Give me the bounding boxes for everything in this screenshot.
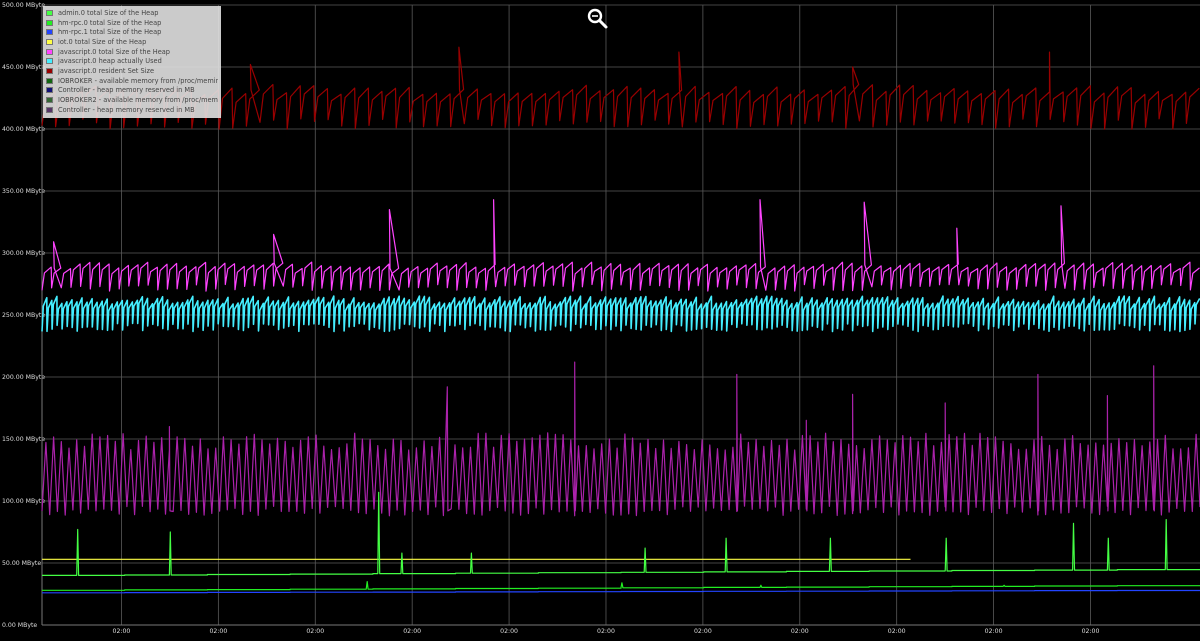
legend-label: IOBROKER - available memory from /proc/m… — [58, 76, 218, 85]
legend-item[interactable]: Controller - heap memory reserved in MB — [46, 86, 218, 96]
x-tick-label: 02:00 — [1082, 628, 1100, 635]
legend-label: javascript.0 total Size of the Heap — [58, 47, 170, 56]
x-tick-label: 02:00 — [306, 628, 324, 635]
legend-swatch — [46, 97, 53, 104]
legend-item[interactable]: hm-rpc.1 total Size of the Heap — [46, 27, 218, 37]
legend-label: Controller - heap memory reserved in MB — [58, 105, 195, 114]
legend-item[interactable]: Controller - heap memory reserved in MB — [46, 105, 218, 115]
legend-item[interactable]: IOBROKER2 - available memory from /proc/… — [46, 95, 218, 105]
legend-item[interactable]: hm-rpc.0 total Size of the Heap — [46, 18, 218, 28]
legend-item[interactable]: IOBROKER - available memory from /proc/m… — [46, 76, 218, 86]
legend-item[interactable]: javascript.0 total Size of the Heap — [46, 47, 218, 57]
y-tick-label: 250.00 MByte — [2, 312, 45, 319]
zoom-reset-icon[interactable] — [586, 7, 610, 31]
series-line — [42, 589, 1200, 594]
legend-swatch — [46, 38, 53, 45]
x-tick-label: 02:00 — [791, 628, 809, 635]
x-tick-label: 02:00 — [985, 628, 1003, 635]
legend-label: admin.0 total Size of the Heap — [58, 8, 159, 17]
legend-swatch — [46, 106, 53, 113]
y-tick-label: 450.00 MByte — [2, 64, 45, 71]
legend-swatch — [46, 67, 53, 74]
y-tick-label: 500.00 MByte — [2, 2, 45, 9]
legend-swatch — [46, 77, 53, 84]
y-tick-label: 0.00 MByte — [2, 622, 37, 629]
y-tick-label: 200.00 MByte — [2, 374, 45, 381]
x-tick-label: 02:00 — [694, 628, 712, 635]
legend-label: IOBROKER2 - available memory from /proc/… — [58, 96, 218, 105]
x-tick-label: 02:00 — [403, 628, 421, 635]
series-line — [42, 491, 1200, 576]
y-tick-label: 350.00 MByte — [2, 188, 45, 195]
legend-swatch — [46, 29, 53, 36]
legend-item[interactable]: iot.0 total Size of the Heap — [46, 37, 218, 47]
y-tick-label: 100.00 MByte — [2, 498, 45, 505]
legend-swatch — [46, 19, 53, 26]
legend-item[interactable]: javascript.0 heap actually Used — [46, 56, 218, 66]
y-tick-label: 300.00 MByte — [2, 250, 45, 257]
x-tick-label: 02:00 — [209, 628, 227, 635]
legend-label: hm-rpc.0 total Size of the Heap — [58, 18, 162, 27]
legend-swatch — [46, 48, 53, 55]
legend[interactable]: admin.0 total Size of the Heap hm-rpc.0 t… — [43, 6, 221, 118]
legend-label: javascript.0 resident Set Size — [58, 66, 155, 75]
x-tick-label: 02:00 — [597, 628, 615, 635]
legend-swatch — [46, 58, 53, 65]
y-tick-label: 400.00 MByte — [2, 126, 45, 133]
series-line — [41, 361, 1200, 517]
series-line — [41, 295, 1200, 333]
series-line — [41, 199, 1200, 292]
x-tick-label: 02:00 — [500, 628, 518, 635]
legend-label: iot.0 total Size of the Heap — [58, 37, 147, 46]
legend-item[interactable]: javascript.0 resident Set Size — [46, 66, 218, 76]
legend-label: Controller - heap memory reserved in MB — [58, 86, 195, 95]
x-tick-label: 02:00 — [113, 628, 131, 635]
legend-swatch — [46, 9, 53, 16]
y-tick-label: 50.00 MByte — [2, 560, 41, 567]
legend-label: javascript.0 heap actually Used — [58, 57, 162, 66]
series-line — [41, 46, 1200, 130]
series-line — [42, 581, 1200, 591]
legend-label: hm-rpc.1 total Size of the Heap — [58, 28, 162, 37]
x-tick-label: 02:00 — [888, 628, 906, 635]
legend-swatch — [46, 87, 53, 94]
y-tick-label: 150.00 MByte — [2, 436, 45, 443]
legend-item[interactable]: admin.0 total Size of the Heap — [46, 8, 218, 18]
